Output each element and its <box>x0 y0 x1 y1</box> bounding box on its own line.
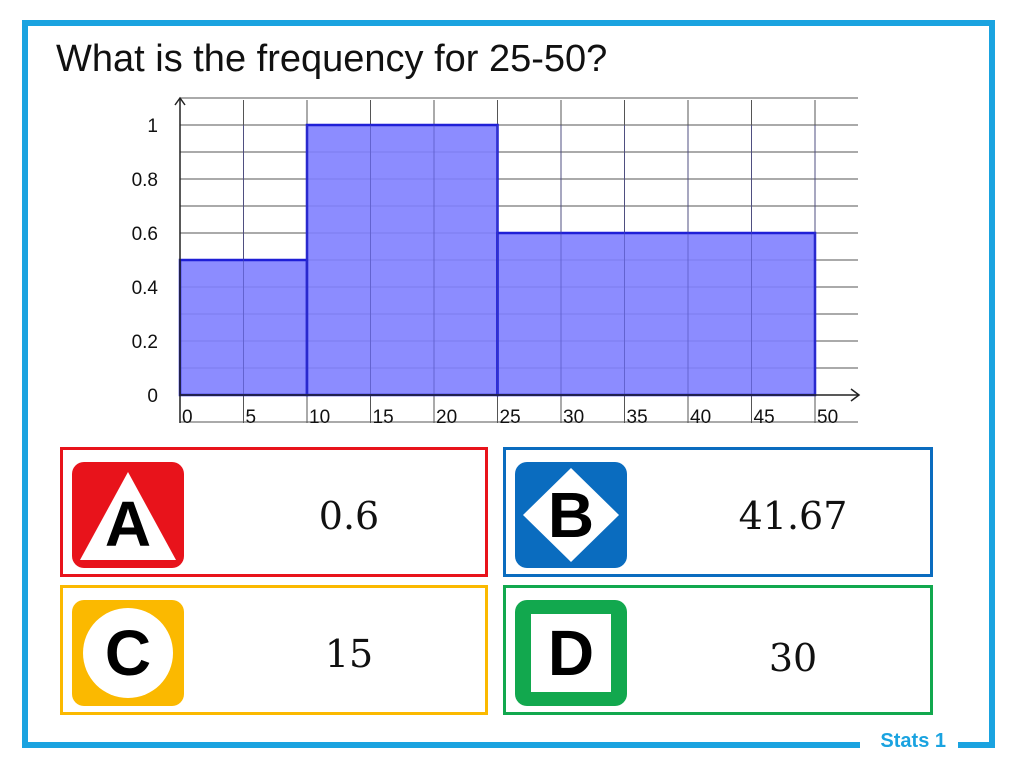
x-axis-arrow <box>850 388 861 402</box>
y-tick-label: 0.4 <box>132 278 159 299</box>
histogram-chart: 00.20.40.60.810 5 10 15 20 25 30 35 40 45 50 <box>132 96 861 428</box>
circle-icon <box>72 600 184 706</box>
answer-a-letter: A <box>104 488 152 560</box>
x-tick-label: 40 <box>690 407 711 428</box>
y-tick-label: 0.8 <box>132 170 158 191</box>
question-title: What is the frequency for 25-50? <box>56 38 608 80</box>
x-tick-label: 45 <box>754 407 775 428</box>
footer-label: Stats 1 <box>880 730 946 752</box>
answer-d-letter: D <box>547 617 595 689</box>
answer-c-letter: C <box>104 617 152 689</box>
answer-b-value: 41.67 <box>738 494 848 538</box>
histogram-bar <box>496 231 817 397</box>
answer-b-box[interactable]: B 41.67 <box>503 447 933 577</box>
x-tick-label: 15 <box>373 407 394 428</box>
answer-a-box[interactable]: A 0.6 <box>60 447 488 577</box>
x-tick-label: 0 <box>182 407 193 428</box>
answer-a-value: 0.6 <box>318 494 380 538</box>
triangle-icon <box>72 462 184 568</box>
answer-c-box[interactable]: C 15 <box>60 585 488 715</box>
histogram-bar <box>305 123 499 397</box>
answer-d-badge: D <box>515 600 627 706</box>
x-tick-label: 35 <box>627 407 648 428</box>
y-axis-arrow <box>174 96 186 106</box>
y-tick-label: 0.6 <box>132 224 158 245</box>
answer-c-value: 15 <box>324 632 374 676</box>
x-tick-label: 20 <box>436 407 457 428</box>
frame-gap <box>860 742 958 752</box>
y-tick-label: 1 <box>147 116 158 137</box>
diamond-icon <box>515 462 627 568</box>
answer-b-badge: B <box>515 462 627 568</box>
x-tick-label: 5 <box>246 407 257 428</box>
x-tick-label: 30 <box>563 407 584 428</box>
answer-d-value: 30 <box>768 636 818 680</box>
x-tick-label: 10 <box>309 407 330 428</box>
square-icon <box>515 600 627 706</box>
x-tick-label: 25 <box>500 407 521 428</box>
answer-d-box[interactable]: D 30 <box>503 585 933 715</box>
y-tick-label: 0 <box>147 386 158 407</box>
y-tick-label: 0.2 <box>132 332 158 353</box>
x-tick-label: 50 <box>817 407 838 428</box>
answer-c-badge: C <box>72 600 184 706</box>
answer-a-badge: A <box>72 462 184 568</box>
answer-b-letter: B <box>547 479 595 551</box>
slide-frame <box>22 20 995 748</box>
